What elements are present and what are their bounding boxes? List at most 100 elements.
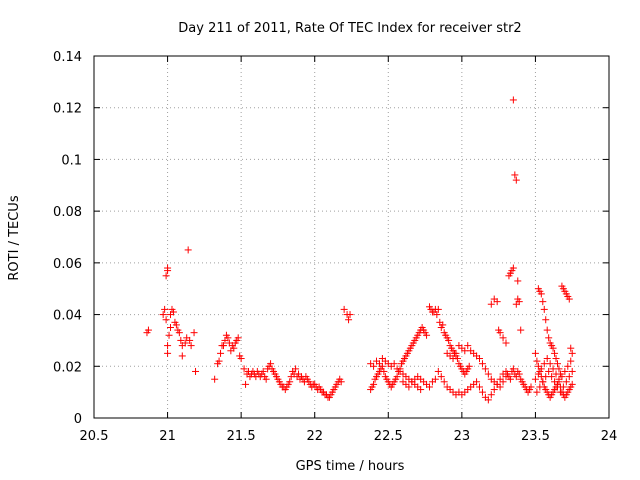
data-point xyxy=(240,365,248,373)
data-point xyxy=(162,272,170,280)
data-point xyxy=(568,380,576,388)
data-point xyxy=(496,375,504,383)
data-point xyxy=(537,290,545,298)
data-point xyxy=(433,311,441,319)
data-point xyxy=(539,298,547,306)
data-point xyxy=(292,365,300,373)
data-point xyxy=(543,355,551,363)
data-point xyxy=(509,365,517,373)
data-point xyxy=(493,298,501,306)
data-point xyxy=(217,349,225,357)
data-point xyxy=(211,375,219,383)
data-point xyxy=(192,367,200,375)
data-point xyxy=(514,295,522,303)
data-point xyxy=(551,349,559,357)
data-point xyxy=(162,316,170,324)
y-tick-label: 0.04 xyxy=(53,309,82,324)
data-point xyxy=(439,321,447,329)
data-point xyxy=(187,342,195,350)
data-point xyxy=(476,355,484,363)
data-points xyxy=(143,96,576,404)
data-point xyxy=(234,334,242,342)
data-point xyxy=(506,375,514,383)
data-point xyxy=(565,373,573,381)
data-point xyxy=(375,360,383,368)
data-point xyxy=(546,360,554,368)
data-point xyxy=(159,311,167,319)
x-tick-label: 22 xyxy=(306,429,323,444)
data-point xyxy=(215,357,223,365)
data-point xyxy=(177,336,185,344)
data-point xyxy=(540,305,548,313)
data-point xyxy=(512,176,520,184)
data-point xyxy=(517,326,525,334)
data-point xyxy=(175,329,183,337)
data-point xyxy=(370,380,378,388)
data-point xyxy=(164,342,172,350)
data-point xyxy=(564,362,572,370)
data-point xyxy=(476,383,484,391)
y-tick-labels: 0 0.02 0.04 0.06 0.08 0.1 0.12 0.14 xyxy=(53,50,82,427)
data-point xyxy=(549,365,557,373)
y-axis-title: ROTI / TECUs xyxy=(7,195,22,280)
x-tick-label: 21.5 xyxy=(227,429,256,444)
data-point xyxy=(543,326,551,334)
data-point xyxy=(556,388,564,396)
plot-frame xyxy=(93,55,610,419)
y-tick-label: 0.12 xyxy=(53,102,82,117)
data-point xyxy=(568,349,576,357)
data-point xyxy=(478,388,486,396)
data-point xyxy=(186,336,194,344)
data-point xyxy=(167,324,175,331)
data-point xyxy=(144,326,152,334)
x-tick-label: 22.5 xyxy=(374,429,403,444)
data-point xyxy=(496,329,504,337)
data-point xyxy=(452,349,460,357)
data-point xyxy=(537,365,545,373)
data-point xyxy=(161,305,169,313)
data-point xyxy=(484,370,492,378)
y-tick-label: 0.02 xyxy=(53,360,82,375)
data-point xyxy=(230,344,238,352)
data-point xyxy=(515,370,523,378)
data-point xyxy=(514,277,522,285)
data-point xyxy=(465,362,473,370)
data-point xyxy=(499,334,507,342)
data-point xyxy=(393,373,401,381)
data-point xyxy=(540,360,548,368)
data-point xyxy=(346,311,354,319)
data-point xyxy=(164,349,172,357)
data-point xyxy=(423,331,431,339)
data-point xyxy=(449,355,457,363)
data-point xyxy=(478,360,486,368)
y-tick-label: 0.06 xyxy=(53,257,82,272)
x-tick-label: 21 xyxy=(159,429,176,444)
data-point xyxy=(549,344,557,352)
data-point xyxy=(554,360,561,368)
y-tick-label: 0.1 xyxy=(61,153,82,168)
data-point xyxy=(345,316,353,324)
data-point xyxy=(527,383,535,391)
data-point xyxy=(493,380,501,388)
data-point xyxy=(184,246,192,254)
data-point xyxy=(552,370,560,378)
data-point xyxy=(473,378,481,386)
data-point xyxy=(509,264,517,272)
data-point xyxy=(490,386,498,394)
data-point xyxy=(565,295,573,303)
data-point xyxy=(434,305,442,313)
data-point xyxy=(224,334,232,342)
chart-title: Day 211 of 2011, Rate Of TEC Index for r… xyxy=(178,21,521,36)
data-point xyxy=(567,357,575,365)
data-point xyxy=(337,378,345,386)
data-point xyxy=(554,383,561,391)
data-point xyxy=(552,355,560,363)
data-point xyxy=(219,342,227,350)
data-point xyxy=(561,367,569,375)
data-point xyxy=(164,264,172,272)
data-point xyxy=(558,373,566,381)
data-point xyxy=(531,375,539,383)
data-point xyxy=(481,365,489,373)
data-point xyxy=(487,300,495,308)
